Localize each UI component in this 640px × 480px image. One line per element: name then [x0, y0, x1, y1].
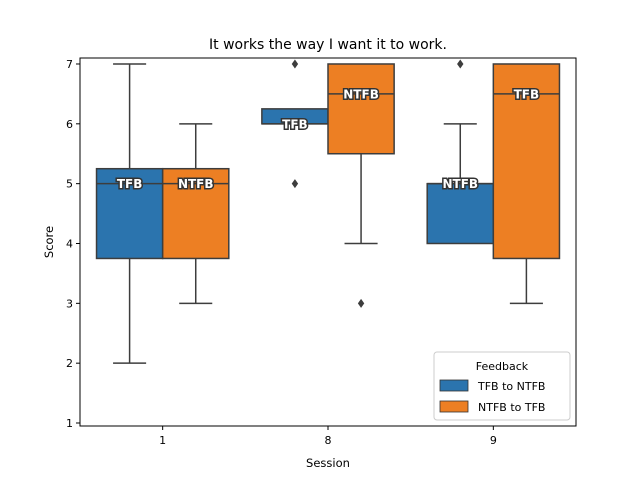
outlier-s0-c9-0 [457, 59, 464, 69]
box-label-s0-c8: TFB [282, 117, 308, 131]
plot-area: 1 2 3 4 5 6 7 1 8 9 TFB TFB NTFB NTFB NTFB TFB [66, 58, 561, 447]
x-tick-label-8: 8 [325, 434, 332, 447]
box-label-s1-c1: NTFB [178, 177, 214, 191]
legend: Feedback TFB to NTFB NTFB to TFB [433, 351, 571, 421]
box-label-s1-c8: NTFB [343, 87, 379, 101]
legend-label-tfb-to-ntfb: TFB to NTFB [477, 380, 545, 393]
box-label-s0-c1: TFB [117, 177, 143, 191]
axes-frame [79, 57, 577, 427]
box-s1-c8 [327, 63, 395, 155]
x-axis-label: Session [306, 456, 350, 470]
y-tick-label-6: 6 [66, 118, 73, 131]
legend-swatch-ntfb-to-tfb [439, 400, 469, 413]
x-tick-label-1: 1 [159, 434, 166, 447]
box-label-s1-c9: TFB [514, 87, 540, 101]
outlier-s0-c8-0 [291, 179, 299, 189]
y-tick-label-1: 1 [66, 417, 73, 430]
y-tick-label-5: 5 [66, 178, 73, 191]
x-tick-label-9: 9 [490, 434, 497, 447]
y-tick-label-2: 2 [66, 357, 73, 370]
box-s1-c9 [492, 63, 561, 260]
box-label-s0-c9: NTFB [442, 177, 478, 191]
y-tick-label-3: 3 [66, 297, 73, 310]
legend-label-ntfb-to-tfb: NTFB to TFB [478, 401, 545, 414]
legend-title: Feedback [476, 360, 529, 373]
y-tick-label-7: 7 [66, 58, 73, 71]
y-axis-label: Score [42, 226, 56, 258]
chart-title: It works the way I want it to work. [209, 37, 447, 53]
outlier-s1-c8-0 [357, 298, 365, 308]
outlier-s0-c8-1 [291, 59, 299, 69]
box-s0-c9 [426, 182, 495, 245]
legend-swatch-tfb-to-ntfb [439, 379, 469, 392]
y-tick-label-4: 4 [66, 237, 73, 250]
